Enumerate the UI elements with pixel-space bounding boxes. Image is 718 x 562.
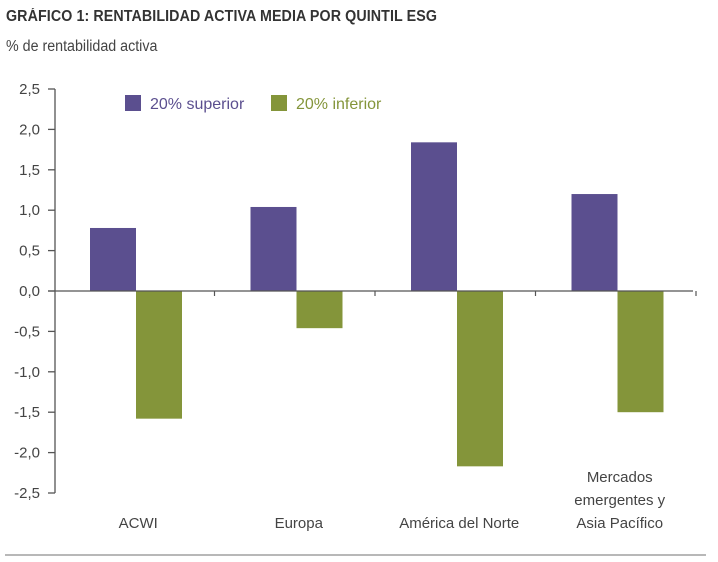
legend-swatch-inferior <box>271 95 287 111</box>
legend-label-superior: 20% superior <box>150 96 245 113</box>
x-category-label: ACWI <box>119 515 158 532</box>
bar-inferior <box>136 291 182 419</box>
y-tick-label: 1,5 <box>19 162 40 179</box>
bar-superior <box>250 206 297 291</box>
x-category-label: emergentes y <box>574 492 665 509</box>
bar-inferior <box>457 291 503 467</box>
y-tick-label: 2,0 <box>19 121 40 138</box>
y-tick-label: -1,0 <box>14 364 40 381</box>
y-tick-label: -0,5 <box>14 323 40 340</box>
bar-superior <box>411 142 457 291</box>
category-labels: ACWI Europa América del Norte Mercados emerg… <box>119 469 666 532</box>
y-tick-label: -1,5 <box>14 404 40 421</box>
chart-subtitle: % de rentabilidad activa <box>6 38 158 55</box>
y-tick-label: 0,5 <box>19 243 40 260</box>
legend: 20% superior 20% inferior <box>125 95 382 113</box>
chart-title: GRÁFICO 1: RENTABILIDAD ACTIVA MEDIA POR… <box>6 8 438 25</box>
y-tick-label: 0,0 <box>19 283 40 300</box>
x-axis <box>48 290 697 296</box>
x-category-label: Asia Pacífico <box>576 515 663 532</box>
y-tick-label: 1,0 <box>19 202 40 219</box>
bottom-divider <box>5 554 706 556</box>
y-tick-label: -2,0 <box>14 445 40 462</box>
bar-superior <box>571 194 618 291</box>
y-tick-label: -2,5 <box>14 485 40 502</box>
legend-label-inferior: 20% inferior <box>296 96 382 113</box>
y-tick-label: 2,5 <box>19 81 40 98</box>
x-category-label: América del Norte <box>399 515 519 532</box>
bars <box>90 142 664 467</box>
bar-inferior <box>296 291 343 329</box>
x-category-label: Europa <box>275 515 324 532</box>
bar-superior <box>90 227 136 291</box>
legend-swatch-superior <box>125 95 141 111</box>
y-axis: 2,5 2,0 1,5 1,0 0,5 0,0 -0,5 -1,0 -1,5 -2,0 -2,5 <box>14 81 56 502</box>
bar-inferior <box>617 291 664 413</box>
x-category-label: Mercados <box>587 469 653 486</box>
